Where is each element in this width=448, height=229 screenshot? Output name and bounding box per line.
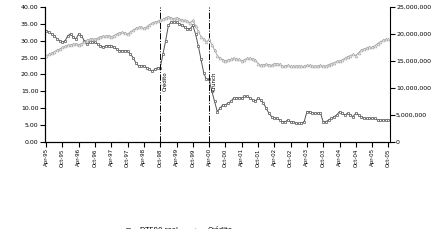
DTF90 real (263, 107, 269, 110)
DTF90 real (168, 21, 174, 23)
DTF90 real (386, 119, 391, 121)
Line: DTF90 real: DTF90 real (45, 21, 390, 125)
Crédito (43, 54, 49, 57)
Crédito (60, 46, 65, 49)
Line: Crédito: Crédito (45, 15, 390, 68)
DTF90 real (250, 98, 255, 101)
Crédito (263, 63, 269, 65)
DTF90 real (293, 122, 299, 125)
Crédito (280, 65, 285, 68)
Legend: DTF90 real, Crédito: DTF90 real, Crédito (116, 224, 235, 229)
Crédito (337, 60, 342, 62)
DTF90 real (337, 110, 342, 113)
DTF90 real (245, 95, 250, 98)
Crédito (386, 38, 391, 41)
Crédito (367, 46, 372, 48)
Text: Crunch: Crunch (211, 71, 216, 90)
Crédito (166, 15, 171, 18)
DTF90 real (60, 41, 65, 44)
Crédito (250, 57, 255, 60)
DTF90 real (367, 117, 372, 120)
Crédito (245, 57, 250, 60)
Text: Crédito: Crédito (163, 71, 168, 91)
DTF90 real (43, 29, 49, 32)
